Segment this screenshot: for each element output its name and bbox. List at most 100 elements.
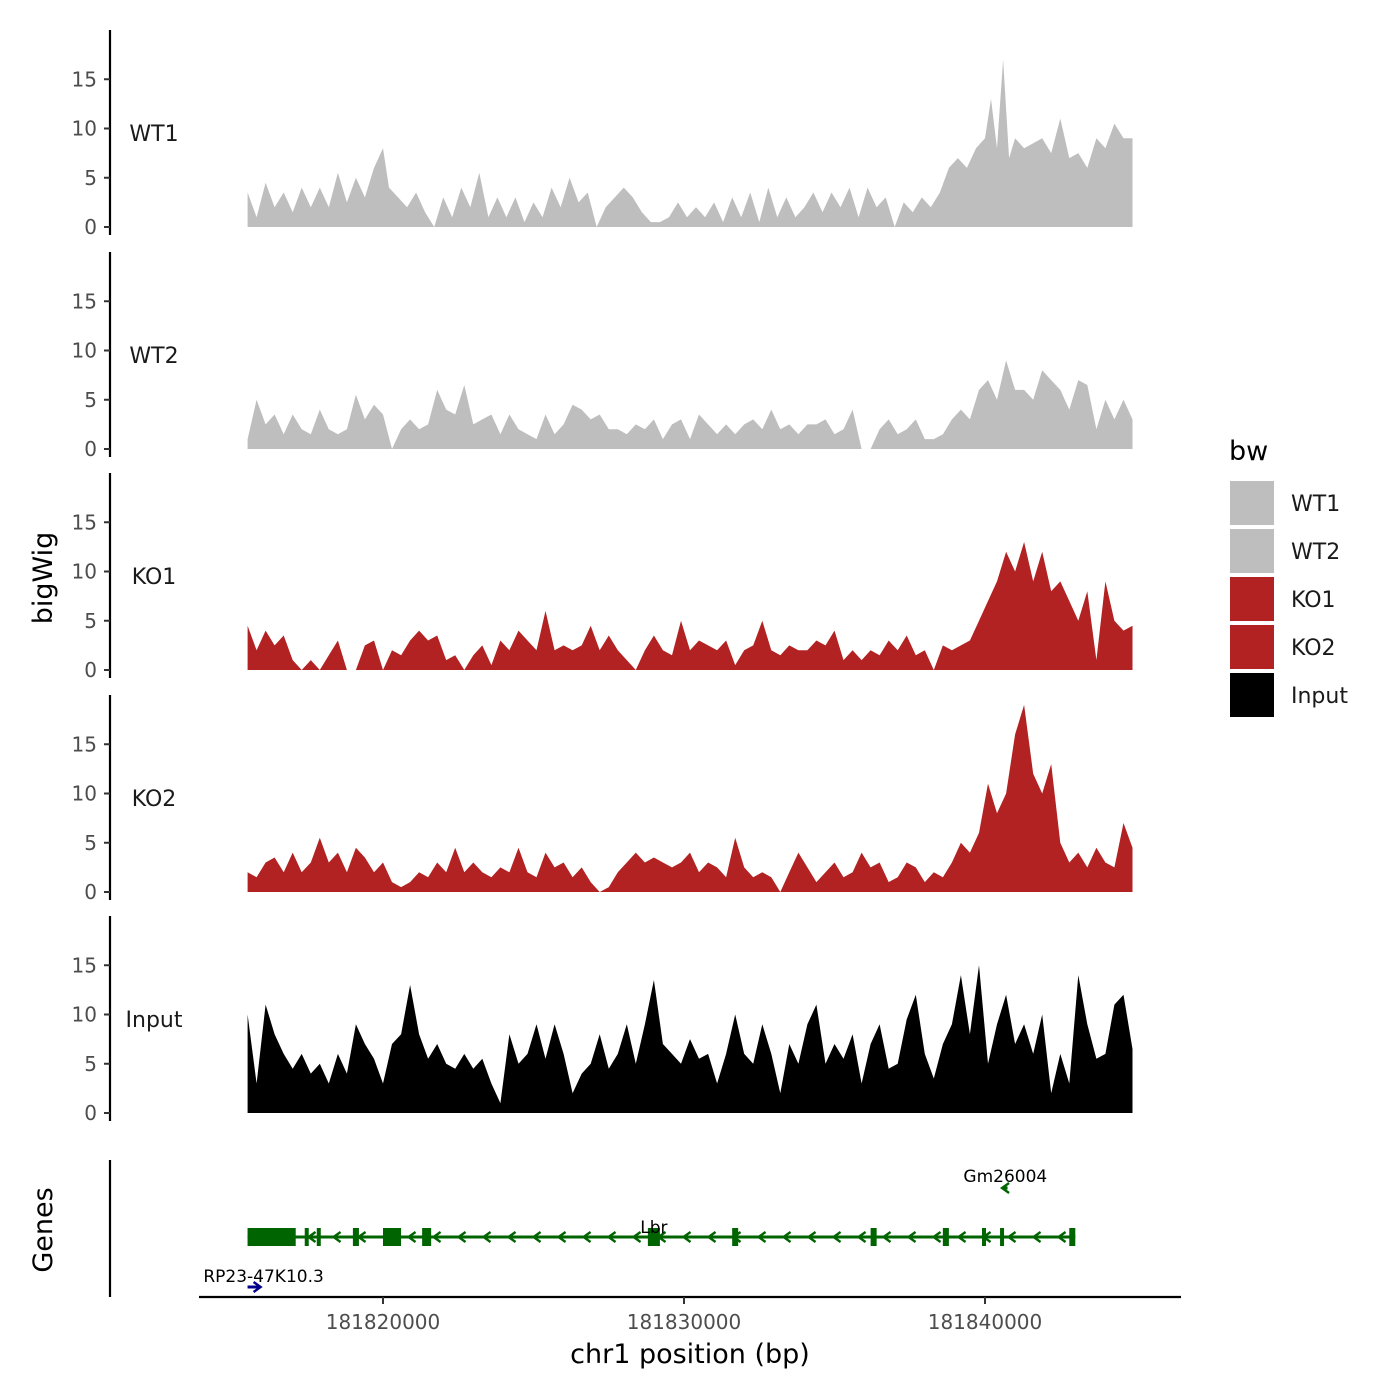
strand-arrow <box>806 1231 817 1243</box>
strand-arrow <box>956 1231 967 1243</box>
y-tick-label: 0 <box>84 215 97 239</box>
exon <box>870 1228 877 1246</box>
y-tick-label: 15 <box>72 510 97 534</box>
strand-arrow <box>1056 1231 1067 1243</box>
y-tick-label: 10 <box>72 117 97 141</box>
strand-arrow <box>881 1231 892 1243</box>
track-label: WT1 <box>129 122 178 147</box>
exon <box>352 1228 359 1246</box>
track-label: WT2 <box>129 344 178 369</box>
y-tick-label: 0 <box>84 880 97 904</box>
x-axis-title: chr1 position (bp) <box>570 1339 810 1370</box>
strand-arrow <box>481 1231 492 1243</box>
track-wt2: 0 5 10 15 WT2 <box>72 252 1133 461</box>
track-label: KO1 <box>132 565 177 590</box>
legend-swatch <box>1228 671 1276 719</box>
legend-label: KO1 <box>1291 588 1336 613</box>
strand-arrow <box>556 1231 567 1243</box>
y-tick-label: 15 <box>72 732 97 756</box>
exon <box>732 1228 739 1246</box>
strand-arrow <box>781 1231 792 1243</box>
x-tick-label: 181820000 <box>326 1310 441 1334</box>
strand-arrow <box>1006 1231 1017 1243</box>
track-label: Input <box>126 1008 183 1033</box>
strand-arrow <box>931 1231 942 1243</box>
strand-arrow <box>1031 1231 1042 1243</box>
strand-arrow <box>431 1231 442 1243</box>
gene-gm26004: Gm26004 <box>963 1167 1047 1194</box>
exon <box>1000 1228 1005 1246</box>
y-tick-label: 5 <box>84 609 97 633</box>
y-tick-label: 10 <box>72 1003 97 1027</box>
y-axis-title: bigWig <box>28 532 59 625</box>
track-label: KO2 <box>132 787 177 812</box>
legend-item-ko2: KO2 <box>1228 623 1336 671</box>
x-tick-label: 181830000 <box>627 1310 742 1334</box>
exon <box>247 1228 296 1246</box>
legend-swatch <box>1228 575 1276 623</box>
gene-label: Gm26004 <box>963 1167 1047 1187</box>
exon <box>1069 1228 1076 1246</box>
track-ko2: 0 5 10 15 KO2 <box>72 695 1133 904</box>
legend-label: Input <box>1291 684 1348 709</box>
exon <box>942 1228 949 1246</box>
strand-arrow <box>406 1231 417 1243</box>
legend-item-ko1: KO1 <box>1228 575 1336 623</box>
y-tick-label: 0 <box>84 437 97 461</box>
gene-lbr: Lbr <box>247 1218 1076 1246</box>
y-tick-label: 5 <box>84 1052 97 1076</box>
exon <box>422 1228 432 1246</box>
gene-rp23-47k10.3: RP23-47K10.3 <box>203 1267 324 1293</box>
strand-arrow <box>581 1231 592 1243</box>
exon <box>316 1228 321 1246</box>
gene-label: RP23-47K10.3 <box>203 1267 323 1287</box>
strand-arrow <box>252 1281 263 1293</box>
y-tick-label: 15 <box>72 289 97 313</box>
strand-arrow <box>531 1231 542 1243</box>
legend-label: KO2 <box>1291 636 1336 661</box>
y-tick-label: 5 <box>84 388 97 412</box>
legend-swatch <box>1228 527 1276 575</box>
y-tick-label: 5 <box>84 831 97 855</box>
signal-area-wt2 <box>247 360 1133 449</box>
strand-arrow <box>831 1231 842 1243</box>
legend: bw WT1 WT2 KO1 KO2 Input <box>1228 436 1348 719</box>
strand-arrow <box>999 1182 1010 1194</box>
signal-area-input <box>247 965 1133 1113</box>
strand-arrow <box>906 1231 917 1243</box>
y-tick-label: 10 <box>72 560 97 584</box>
strand-arrow <box>456 1231 467 1243</box>
y-tick-label: 10 <box>72 339 97 363</box>
strand-arrow <box>506 1231 517 1243</box>
legend-label: WT1 <box>1291 492 1340 517</box>
signal-area-ko1 <box>247 542 1133 670</box>
legend-swatch <box>1228 479 1276 527</box>
y-tick-label: 10 <box>72 782 97 806</box>
y-tick-label: 15 <box>72 67 97 91</box>
exon <box>647 1228 660 1246</box>
signal-area-ko2 <box>247 704 1133 892</box>
gene-label: Lbr <box>640 1218 667 1238</box>
track-wt1: 0 5 10 15 WT1 <box>72 30 1133 239</box>
track-input: 0 5 10 15 Input <box>72 916 1133 1125</box>
legend-label: WT2 <box>1291 540 1340 565</box>
y-tick-label: 5 <box>84 166 97 190</box>
legend-swatch <box>1228 623 1276 671</box>
exon <box>981 1228 986 1246</box>
legend-title: bw <box>1229 436 1268 467</box>
x-axis: 181820000 181830000 181840000 <box>199 1295 1181 1334</box>
bigwig-tracks: 0 5 10 15 WT1 0 5 10 15 WT2 0 5 10 15 KO1 0 5 10 15 KO2 0 5 10… <box>72 30 1133 1125</box>
track-ko1: 0 5 10 15 KO1 <box>72 473 1133 682</box>
legend-item-input: Input <box>1228 671 1348 719</box>
strand-arrow <box>331 1231 342 1243</box>
y-tick-label: 15 <box>72 953 97 977</box>
genes-axis-title: Genes <box>28 1187 59 1272</box>
y-tick-label: 0 <box>84 658 97 682</box>
strand-arrow <box>856 1231 867 1243</box>
exon <box>304 1228 309 1246</box>
exon <box>383 1228 402 1246</box>
signal-area-wt1 <box>247 59 1133 227</box>
legend-item-wt2: WT2 <box>1228 527 1340 575</box>
genes-panel: Gm26004 Lbr RP23-47K10.3 <box>203 1167 1076 1293</box>
